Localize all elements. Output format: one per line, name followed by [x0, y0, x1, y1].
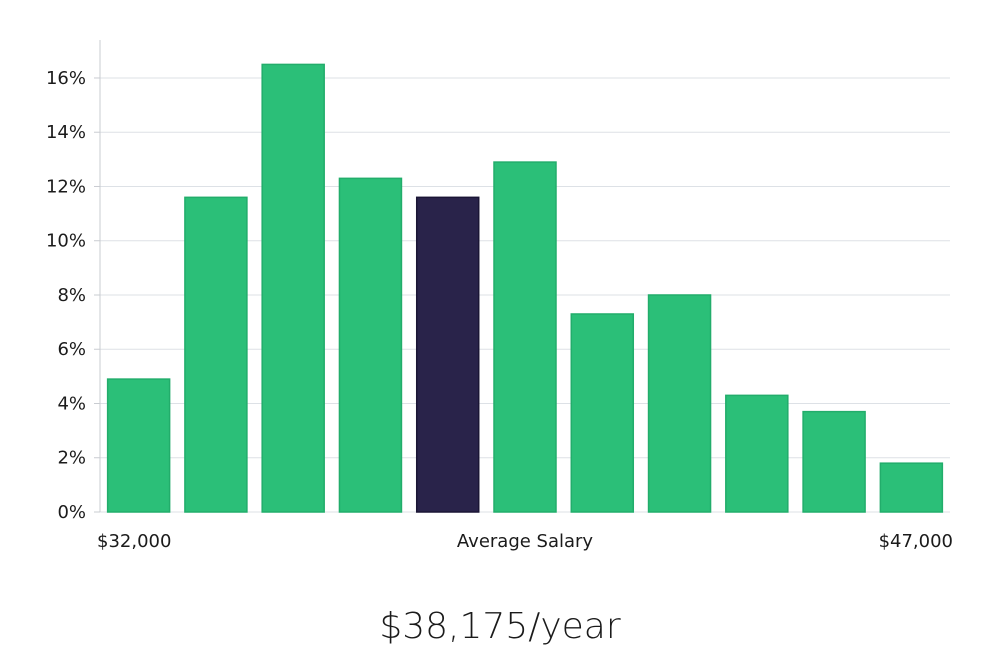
bar — [185, 197, 247, 512]
bar — [339, 178, 401, 512]
y-axis-ticks: 0% 2% 4% 6% 8% 10% 12% 14% 16% — [46, 68, 100, 523]
x-start-label: $32,000 — [97, 531, 171, 552]
bar-highlighted — [417, 197, 479, 512]
y-tick-label: 8% — [57, 285, 86, 306]
y-tick-label: 14% — [46, 122, 86, 143]
y-tick-label: 6% — [57, 339, 86, 360]
y-tick-label: 16% — [46, 68, 86, 89]
y-tick-label: 4% — [57, 393, 86, 414]
y-tick-label: 12% — [46, 176, 86, 197]
bar — [726, 395, 788, 512]
bar — [880, 463, 942, 512]
bar — [262, 64, 324, 512]
bar — [803, 412, 865, 512]
bar — [108, 379, 170, 512]
x-end-label: $47,000 — [879, 531, 953, 552]
bar — [494, 162, 556, 512]
y-tick-label: 10% — [46, 231, 86, 252]
bar — [571, 314, 633, 512]
bar — [649, 295, 711, 512]
y-tick-label: 2% — [57, 448, 86, 469]
salary-distribution-chart: 0% 2% 4% 6% 8% 10% 12% 14% 16% $32,000 Average S… — [0, 0, 1000, 580]
bars — [108, 64, 943, 512]
x-axis-label: Average Salary — [457, 531, 594, 552]
y-tick-label: 0% — [57, 502, 86, 523]
average-salary-value: $38,175/year — [0, 606, 1000, 647]
